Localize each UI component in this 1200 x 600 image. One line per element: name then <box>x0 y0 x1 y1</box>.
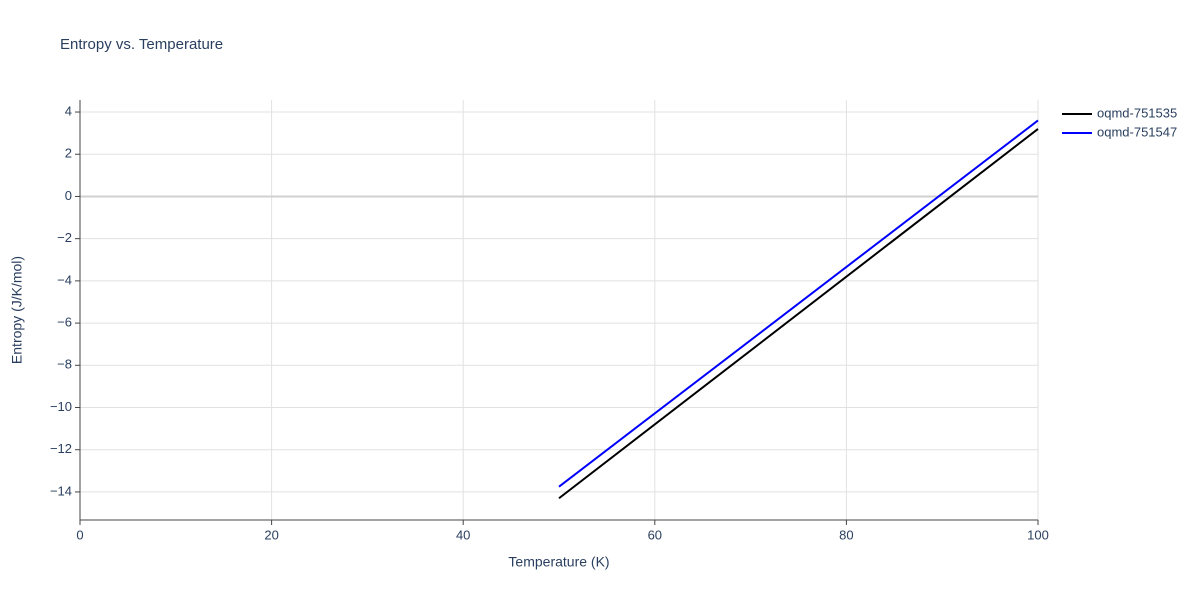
data-line <box>558 119 1039 488</box>
y-tick-label: 2 <box>65 146 72 161</box>
y-tick-label: −12 <box>50 441 72 456</box>
x-axis-label: Temperature (K) <box>508 554 609 570</box>
y-tick-label: −8 <box>57 357 72 372</box>
x-tick-label: 20 <box>264 527 278 542</box>
data-line <box>558 128 1039 500</box>
y-tick-label: −10 <box>50 399 72 414</box>
y-axis-label: Entropy (J/K/mol) <box>9 256 25 364</box>
y-tick-label: −2 <box>57 230 72 245</box>
x-tick-label: 40 <box>456 527 470 542</box>
x-tick-label: 60 <box>648 527 662 542</box>
x-tick-label: 0 <box>76 527 83 542</box>
y-tick-label: −4 <box>57 272 72 287</box>
y-tick-label: −14 <box>50 483 72 498</box>
legend-label: oqmd-751535 <box>1097 105 1177 120</box>
legend-label: oqmd-751547 <box>1097 124 1177 139</box>
y-tick-label: −6 <box>57 315 72 330</box>
x-tick-label: 100 <box>1027 527 1049 542</box>
x-tick-label: 80 <box>839 527 853 542</box>
y-tick-label: 4 <box>65 103 72 118</box>
chart-title: Entropy vs. Temperature <box>60 36 223 53</box>
y-tick-label: 0 <box>65 188 72 203</box>
